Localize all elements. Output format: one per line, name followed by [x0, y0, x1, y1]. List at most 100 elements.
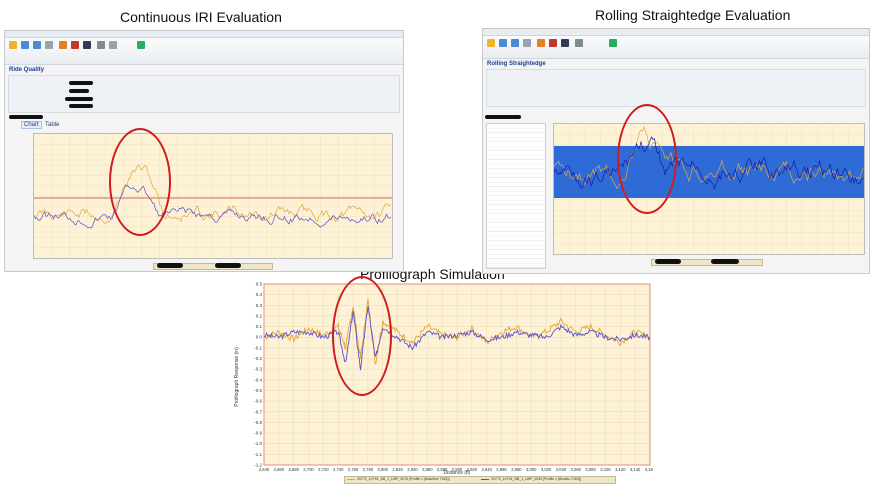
profilograph-x-tick: 3,000	[526, 467, 537, 472]
rse-ribbon	[483, 36, 869, 59]
redaction	[711, 259, 739, 264]
rse-table-row	[487, 201, 545, 205]
ribbon-icon[interactable]	[609, 39, 617, 47]
ribbon-icon[interactable]	[71, 41, 79, 49]
profilograph-y-tick: -0.6	[254, 399, 262, 404]
rse-table-row	[487, 133, 545, 138]
tab-chart[interactable]: Chart	[21, 121, 42, 129]
profilograph-x-tick: 3,140	[630, 467, 641, 472]
profilograph-y-tick: -0.5	[254, 388, 262, 393]
rse-table-row	[487, 237, 545, 241]
rse-table-row	[487, 268, 545, 273]
iri-app-window: Ride Quality Chart Table	[4, 30, 404, 272]
rse-legend-bar	[651, 259, 763, 266]
rse-table-row	[487, 183, 545, 187]
ribbon-icon[interactable]	[523, 39, 531, 47]
legend-swatch-blue	[481, 479, 489, 480]
ribbon-icon[interactable]	[83, 41, 91, 49]
rse-chart-svg	[554, 124, 864, 254]
profilograph-x-tick: 2,640	[259, 467, 270, 472]
rse-table-row	[487, 138, 545, 142]
ribbon-icon[interactable]	[561, 39, 569, 47]
rse-settings-area	[486, 69, 866, 107]
redaction	[65, 97, 93, 101]
ribbon-icon[interactable]	[511, 39, 519, 47]
profilograph-y-tick: -0.7	[254, 409, 262, 414]
ribbon-icon[interactable]	[21, 41, 29, 49]
redaction	[9, 115, 43, 119]
rse-titlebar	[483, 29, 869, 36]
rse-table-row	[487, 232, 545, 237]
profilograph-x-tick: 2,880	[437, 467, 448, 472]
rse-table-row	[487, 147, 545, 151]
profilograph-x-tick: 2,720	[318, 467, 329, 472]
rse-table-row	[487, 124, 545, 129]
rse-series-orange	[554, 125, 864, 190]
rse-table-row	[487, 255, 545, 259]
profilograph-y-tick: 0.2	[256, 313, 263, 318]
rse-table-row	[487, 228, 545, 232]
legend-swatch-orange	[347, 479, 355, 480]
profilograph-x-tick: 3,040	[556, 467, 567, 472]
ribbon-icon[interactable]	[137, 41, 145, 49]
rse-table-row	[487, 210, 545, 214]
rse-table-row	[487, 165, 545, 169]
redaction	[69, 104, 93, 108]
ribbon-icon[interactable]	[537, 39, 545, 47]
rse-chart-plot	[553, 123, 865, 255]
profilograph-x-tick: 2,920	[467, 467, 478, 472]
ribbon-icon[interactable]	[549, 39, 557, 47]
rse-table-rows	[487, 124, 545, 273]
rse-table-row	[487, 219, 545, 223]
rse-table-row	[487, 196, 545, 201]
profilograph-x-tick: 2,760	[348, 467, 359, 472]
rse-data-table	[486, 123, 546, 273]
rse-table-row	[487, 264, 545, 268]
rse-table-row	[487, 259, 545, 264]
iri-series-blue	[34, 184, 392, 229]
rse-table-row	[487, 241, 545, 246]
ribbon-icon[interactable]	[487, 39, 495, 47]
profilograph-y-tick: 0.1	[256, 324, 263, 329]
tab-table[interactable]: Table	[45, 122, 60, 128]
rse-table-row	[487, 169, 545, 174]
iri-ribbon	[5, 38, 403, 65]
ribbon-icon[interactable]	[33, 41, 41, 49]
ribbon-icon[interactable]	[45, 41, 53, 49]
profilograph-y-tick: 0.3	[256, 303, 263, 308]
ribbon-icon[interactable]	[109, 41, 117, 49]
iri-legend-bar	[153, 263, 273, 270]
ribbon-icon[interactable]	[575, 39, 583, 47]
ribbon-icon[interactable]	[97, 41, 105, 49]
ribbon-icon[interactable]	[59, 41, 67, 49]
profilograph-x-tick: 3,160	[645, 467, 653, 472]
profilograph-y-tick: -0.1	[254, 345, 262, 350]
rse-app-window: Rolling Straightedge	[482, 28, 870, 274]
rse-table-row	[487, 214, 545, 219]
rse-table-row	[487, 129, 545, 133]
profilograph-y-tick: 0.0	[256, 335, 263, 340]
profilograph-x-tick: 2,800	[378, 467, 389, 472]
profilograph-x-tick: 2,780	[363, 467, 374, 472]
rse-table-row	[487, 187, 545, 192]
profilograph-svg: 0.5 0.4 0.3 0.2 0.1 0.0 -0.1 -0.2 -0.3 -0.4 -0.5 -0…	[234, 282, 653, 476]
rse-table-row	[487, 205, 545, 210]
redaction	[485, 115, 521, 119]
rse-table-row	[487, 142, 545, 147]
profilograph-x-tick: 2,700	[303, 467, 314, 472]
profilograph-y-tick: -0.4	[254, 377, 262, 382]
rse-table-row	[487, 250, 545, 255]
profilograph-x-tick: 2,960	[496, 467, 507, 472]
profilograph-x-tick: 2,840	[407, 467, 418, 472]
ribbon-icon[interactable]	[499, 39, 507, 47]
rse-table-row	[487, 178, 545, 183]
profilograph-x-tick: 3,080	[585, 467, 596, 472]
profilograph-x-tick: 3,100	[600, 467, 611, 472]
redaction	[157, 263, 183, 268]
profilograph-y-tick: -1.1	[254, 452, 262, 457]
redaction	[69, 89, 89, 93]
iri-titlebar	[5, 31, 403, 38]
rse-table-row	[487, 156, 545, 160]
ribbon-icon[interactable]	[9, 41, 17, 49]
iri-section-title: Ride Quality	[9, 67, 45, 73]
